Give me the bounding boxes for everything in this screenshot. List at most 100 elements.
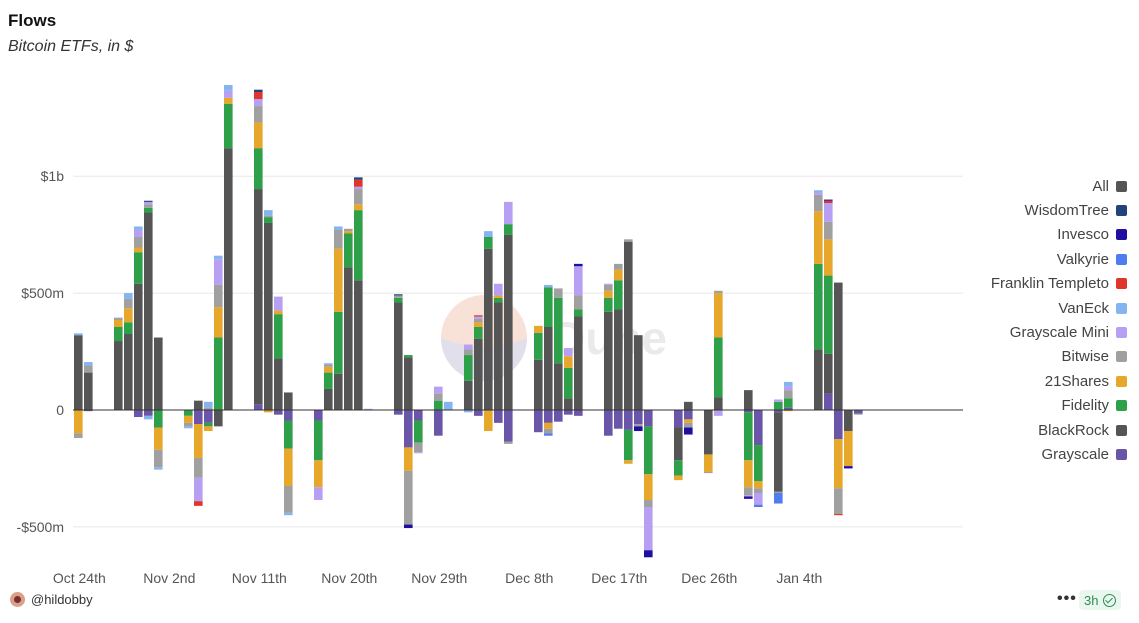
bar-segment-fidelity[interactable] — [534, 332, 543, 360]
legend-item-franklin-templeto[interactable]: Franklin Templeto — [907, 272, 1127, 296]
bar-segment-blackrock[interactable] — [134, 283, 143, 410]
bar-segment-invesco[interactable] — [684, 427, 693, 435]
bar-segment-fidelity[interactable] — [404, 355, 413, 358]
bar-segment-bitwise[interactable] — [404, 470, 413, 525]
bar-segment-bitwise[interactable] — [814, 194, 823, 212]
bar-segment-grayscale-mini[interactable] — [494, 283, 503, 296]
bar-segment-bitwise[interactable] — [604, 284, 613, 291]
bar-segment-vaneck[interactable] — [134, 226, 143, 230]
bar-segment-grayscale[interactable] — [134, 410, 143, 418]
bar-segment-grayscale[interactable] — [674, 410, 683, 428]
bar-segment-grayscale[interactable] — [684, 410, 693, 420]
bar-segment-fidelity[interactable] — [714, 337, 723, 398]
bar-segment-21shares[interactable] — [534, 325, 543, 333]
bar-segment-grayscale[interactable] — [404, 410, 413, 448]
bar-segment-21shares[interactable] — [154, 427, 163, 450]
bar-segment-blackrock[interactable] — [824, 353, 833, 394]
bar-segment-fidelity[interactable] — [324, 372, 333, 389]
bar-segment-fidelity[interactable] — [784, 398, 793, 408]
bar-segment-fidelity[interactable] — [624, 429, 633, 461]
bar-segment-valkyrie[interactable] — [544, 433, 553, 436]
bar-segment-grayscale[interactable] — [554, 410, 563, 422]
bar-segment-grayscale[interactable] — [544, 410, 553, 423]
bar-segment-blackrock[interactable] — [564, 398, 573, 410]
bar-segment-grayscale[interactable] — [254, 404, 263, 410]
bar-segment-21shares[interactable] — [834, 439, 843, 489]
bar-segment-vaneck[interactable] — [284, 512, 293, 516]
bar-segment-grayscale[interactable] — [564, 410, 573, 415]
bar-segment-21shares[interactable] — [564, 356, 573, 368]
bar-segment-vaneck[interactable] — [364, 408, 373, 410]
bar-segment-grayscale-mini[interactable] — [134, 229, 143, 237]
bar-segment-blackrock[interactable] — [504, 234, 513, 410]
bar-segment-bitwise[interactable] — [544, 428, 553, 434]
bar-segment-vaneck[interactable] — [74, 333, 83, 336]
bar-segment-21shares[interactable] — [474, 322, 483, 328]
bar-segment-bitwise[interactable] — [324, 364, 333, 367]
bar-segment-21shares[interactable] — [254, 122, 263, 149]
bar-segment-blackrock[interactable] — [324, 388, 333, 410]
bar-segment-fidelity[interactable] — [434, 400, 443, 410]
bar-segment-franklin-templeto[interactable] — [834, 514, 843, 516]
bar-segment-21shares[interactable] — [714, 293, 723, 338]
bar-segment-blackrock[interactable] — [114, 341, 123, 410]
bar-segment-vaneck[interactable] — [154, 467, 163, 470]
bar-segment-21shares[interactable] — [114, 319, 123, 328]
bar-segment-vaneck[interactable] — [484, 231, 493, 237]
bar-segment-21shares[interactable] — [334, 248, 343, 312]
bar-segment-21shares[interactable] — [604, 290, 613, 298]
bar-segment-fidelity[interactable] — [284, 420, 293, 449]
bar-segment-fidelity[interactable] — [134, 252, 143, 284]
bar-segment-grayscale-mini[interactable] — [254, 99, 263, 107]
bar-segment-21shares[interactable] — [74, 410, 83, 434]
legend-item-invesco[interactable]: Invesco — [907, 223, 1127, 247]
bar-segment-fidelity[interactable] — [604, 297, 613, 312]
bar-segment-grayscale[interactable] — [534, 410, 543, 433]
bar-segment-blackrock[interactable] — [544, 327, 553, 410]
bar-segment-wisdomtree[interactable] — [144, 200, 153, 202]
bar-segment-bitwise[interactable] — [474, 318, 483, 323]
bar-segment-grayscale[interactable] — [834, 410, 843, 440]
bar-segment-blackrock[interactable] — [814, 349, 823, 410]
bar-segment-grayscale[interactable] — [274, 410, 283, 415]
bar-segment-bitwise[interactable] — [254, 106, 263, 123]
bar-segment-bitwise[interactable] — [854, 413, 863, 415]
bar-segment-fidelity[interactable] — [674, 460, 683, 476]
bar-segment-franklin-templeto[interactable] — [194, 501, 203, 506]
bar-segment-valkyrie[interactable] — [774, 492, 783, 504]
bar-segment-bitwise[interactable] — [504, 441, 513, 444]
bar-segment-bitwise[interactable] — [194, 457, 203, 478]
bar-segment-grayscale[interactable] — [144, 410, 153, 416]
bar-segment-bitwise[interactable] — [574, 295, 583, 310]
bar-segment-blackrock[interactable] — [604, 311, 613, 410]
legend-item-grayscale-mini[interactable]: Grayscale Mini — [907, 320, 1127, 344]
bar-segment-21shares[interactable] — [224, 97, 233, 104]
bar-segment-wisdomtree[interactable] — [254, 89, 263, 93]
bar-segment-invesco[interactable] — [744, 496, 753, 499]
bar-segment-bitwise[interactable] — [554, 288, 563, 298]
bar-segment-blackrock[interactable] — [194, 400, 203, 410]
bar-segment-grayscale[interactable] — [614, 410, 623, 429]
bar-segment-fidelity[interactable] — [744, 412, 753, 461]
bar-segment-blackrock[interactable] — [464, 380, 473, 410]
bar-segment-invesco[interactable] — [574, 263, 583, 267]
bar-segment-grayscale-mini[interactable] — [144, 201, 153, 205]
bar-segment-blackrock[interactable] — [394, 302, 403, 410]
bar-segment-bitwise[interactable] — [684, 422, 693, 428]
bar-segment-grayscale-mini[interactable] — [274, 296, 283, 311]
bar-segment-grayscale-mini[interactable] — [574, 266, 583, 296]
bar-segment-grayscale[interactable] — [624, 410, 633, 430]
bar-segment-vaneck[interactable] — [814, 190, 823, 193]
bar-segment-blackrock[interactable] — [84, 372, 93, 410]
bar-segment-grayscale-mini[interactable] — [224, 90, 233, 98]
bar-segment-21shares[interactable] — [134, 247, 143, 253]
bar-segment-grayscale[interactable] — [434, 410, 443, 436]
bar-segment-grayscale-mini[interactable] — [814, 192, 823, 195]
bar-segment-blackrock[interactable] — [624, 241, 633, 410]
bar-segment-21shares[interactable] — [544, 422, 553, 429]
bar-segment-21shares[interactable] — [324, 366, 333, 373]
bar-segment-blackrock[interactable] — [264, 222, 273, 410]
bar-segment-invesco[interactable] — [824, 199, 833, 201]
bar-segment-vaneck[interactable] — [334, 226, 343, 230]
bar-segment-blackrock[interactable] — [634, 335, 643, 410]
